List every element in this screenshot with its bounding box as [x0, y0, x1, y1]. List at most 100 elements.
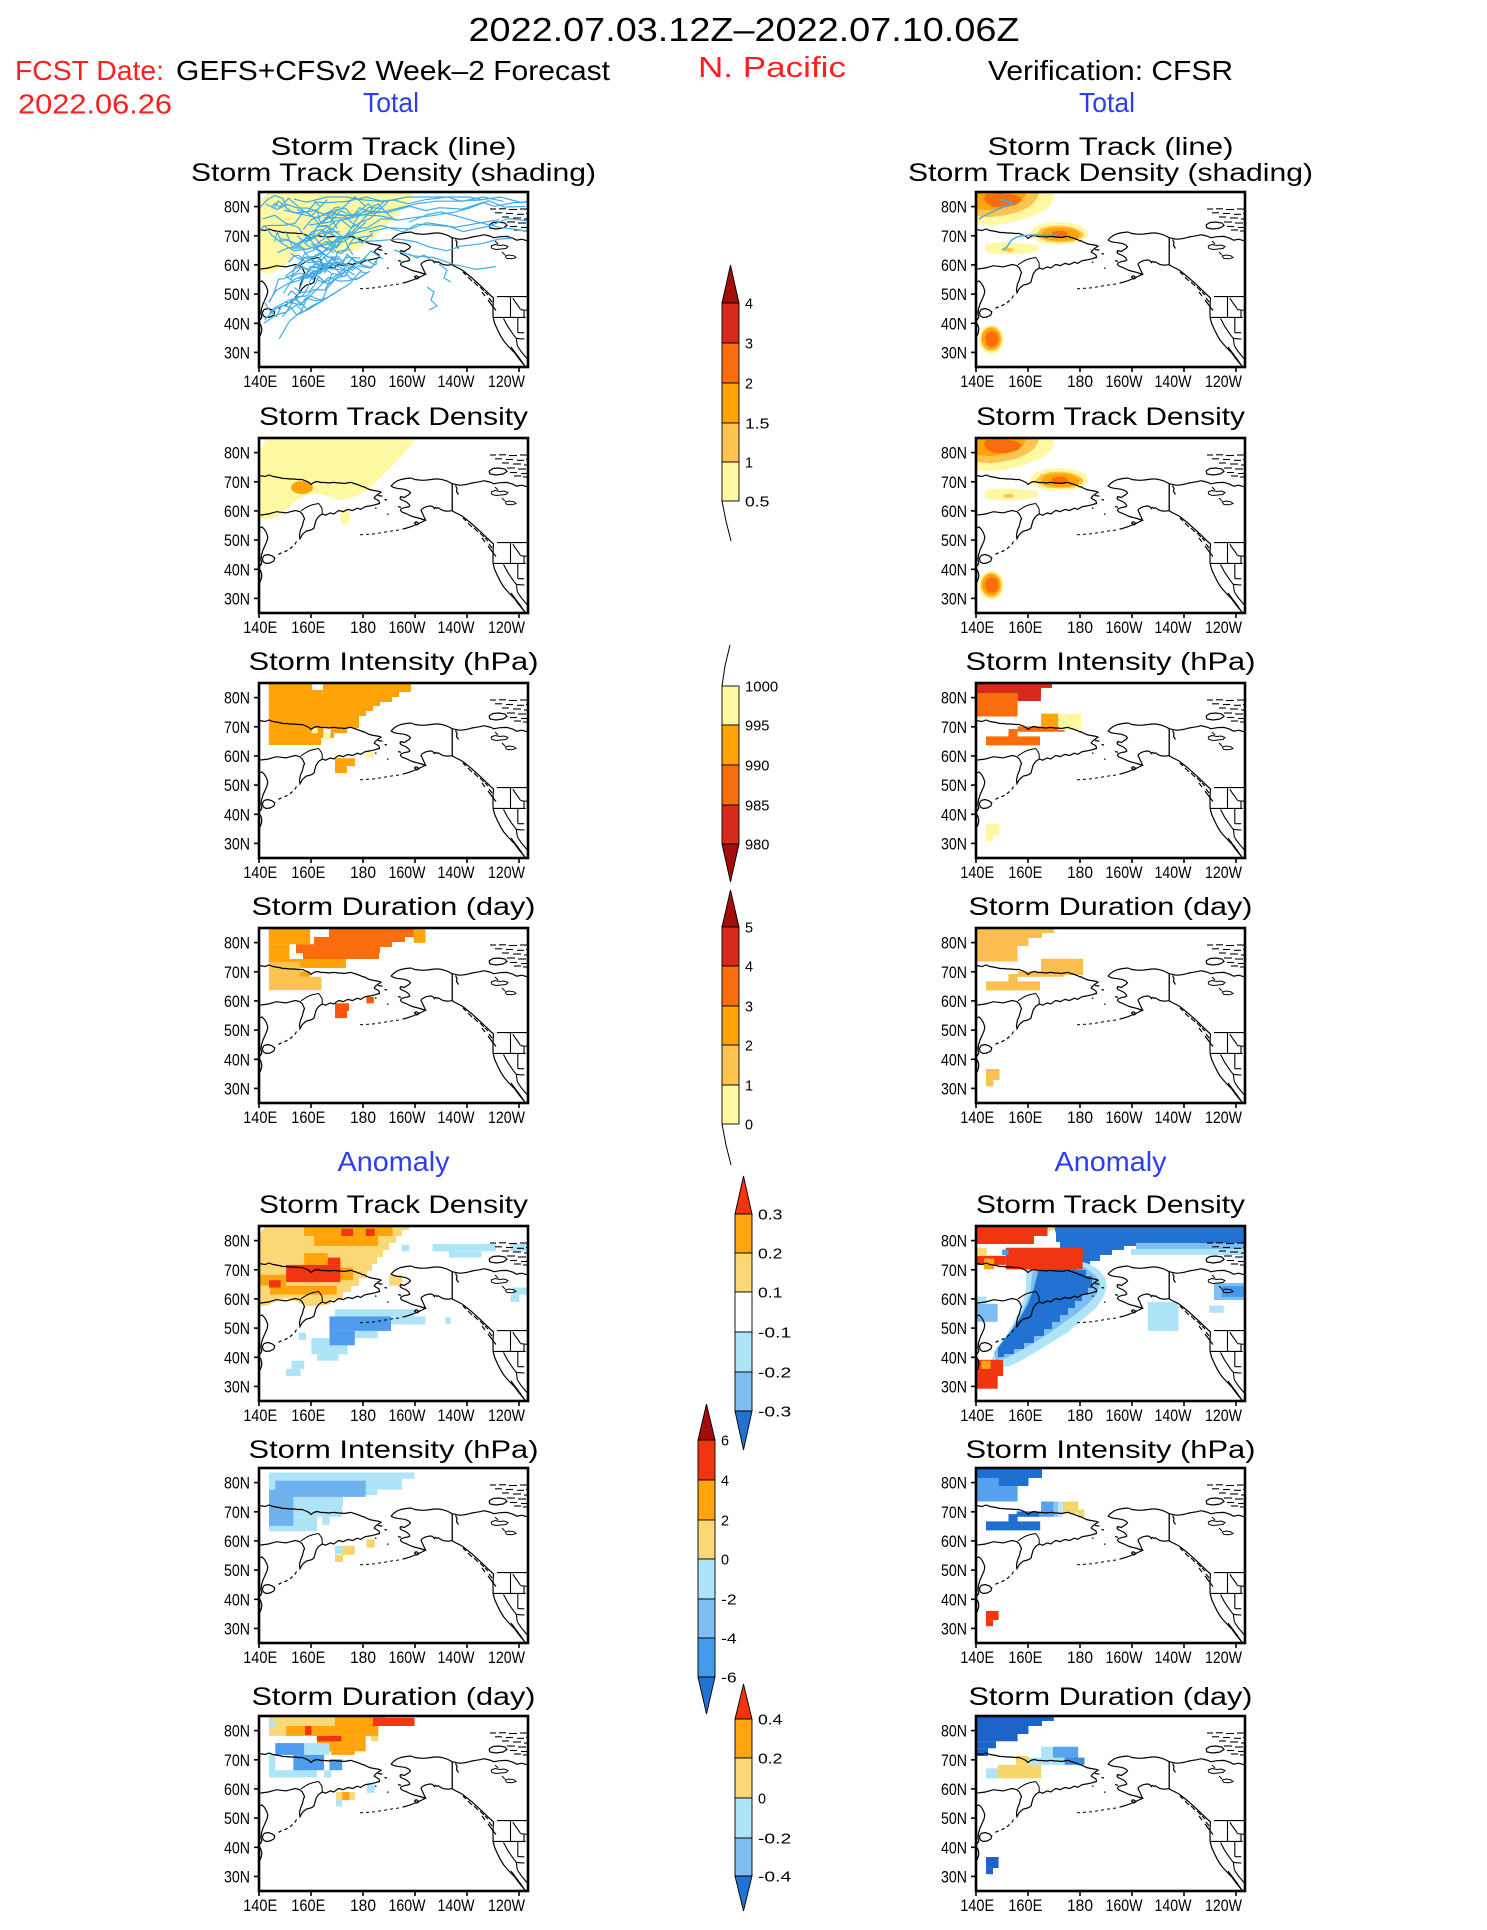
svg-text:80N: 80N [941, 444, 967, 463]
svg-text:50N: 50N [224, 1809, 250, 1828]
svg-text:160E: 160E [291, 618, 325, 637]
svg-text:40N: 40N [224, 560, 250, 579]
svg-text:140E: 140E [243, 1648, 277, 1667]
svg-text:120W: 120W [1205, 1648, 1242, 1667]
svg-text:Storm Intensity (hPa): Storm Intensity (hPa) [249, 1436, 539, 1464]
svg-text:0.5: 0.5 [745, 494, 769, 511]
svg-text:160W: 160W [1106, 372, 1143, 391]
svg-text:140W: 140W [1155, 1406, 1192, 1425]
svg-text:80N: 80N [224, 934, 250, 953]
svg-text:140W: 140W [1155, 372, 1192, 391]
svg-text:160W: 160W [389, 1896, 426, 1915]
svg-text:3: 3 [745, 999, 753, 1016]
svg-text:70N: 70N [941, 963, 967, 982]
svg-text:80N: 80N [224, 444, 250, 463]
svg-text:50N: 50N [941, 531, 967, 550]
svg-text:-0.3: -0.3 [758, 1404, 791, 1421]
svg-text:140E: 140E [243, 372, 277, 391]
svg-text:0: 0 [758, 1791, 766, 1808]
svg-text:70N: 70N [941, 1503, 967, 1522]
svg-text:30N: 30N [941, 1079, 967, 1098]
svg-text:60N: 60N [941, 1290, 967, 1309]
svg-text:140E: 140E [243, 1896, 277, 1915]
svg-text:0.1: 0.1 [758, 1285, 782, 1302]
svg-text:140W: 140W [438, 618, 475, 637]
svg-text:180: 180 [350, 1648, 376, 1667]
svg-text:140E: 140E [960, 1648, 994, 1667]
svg-text:-6: -6 [721, 1670, 737, 1687]
svg-text:160E: 160E [291, 1896, 325, 1915]
svg-text:70N: 70N [224, 1751, 250, 1770]
svg-text:160W: 160W [389, 1406, 426, 1425]
svg-text:50N: 50N [224, 285, 250, 304]
svg-text:50N: 50N [941, 1561, 967, 1580]
svg-text:Total: Total [1079, 87, 1135, 118]
svg-text:60N: 60N [941, 502, 967, 521]
svg-text:180: 180 [350, 863, 376, 882]
svg-text:Storm Track Density: Storm Track Density [976, 1191, 1246, 1219]
svg-text:Storm Intensity (hPa): Storm Intensity (hPa) [966, 648, 1256, 676]
svg-text:0.2: 0.2 [758, 1246, 782, 1263]
svg-text:180: 180 [1067, 372, 1093, 391]
svg-text:40N: 40N [224, 1050, 250, 1069]
svg-text:40N: 40N [941, 1348, 967, 1367]
svg-text:40N: 40N [224, 1590, 250, 1609]
svg-text:160W: 160W [389, 618, 426, 637]
svg-text:0.4: 0.4 [758, 1712, 782, 1729]
svg-text:2: 2 [721, 1513, 729, 1530]
svg-text:160W: 160W [389, 1108, 426, 1127]
svg-text:4: 4 [745, 959, 753, 976]
svg-text:Anomaly: Anomaly [1055, 1146, 1167, 1177]
svg-text:FCST Date:: FCST Date: [15, 55, 164, 86]
svg-text:5: 5 [745, 920, 753, 937]
svg-text:50N: 50N [224, 1319, 250, 1338]
svg-text:160W: 160W [389, 1648, 426, 1667]
svg-text:Storm Duration (day): Storm Duration (day) [969, 893, 1253, 921]
svg-text:-0.2: -0.2 [758, 1365, 791, 1382]
svg-text:80N: 80N [224, 689, 250, 708]
svg-text:Anomaly: Anomaly [338, 1146, 450, 1177]
svg-text:70N: 70N [941, 227, 967, 246]
svg-text:140W: 140W [438, 1896, 475, 1915]
svg-text:-2: -2 [721, 1592, 737, 1609]
svg-text:30N: 30N [224, 1079, 250, 1098]
svg-text:Storm Intensity (hPa): Storm Intensity (hPa) [249, 648, 539, 676]
svg-text:160E: 160E [1008, 618, 1042, 637]
svg-text:160W: 160W [1106, 1406, 1143, 1425]
svg-text:160E: 160E [291, 372, 325, 391]
svg-text:0.2: 0.2 [758, 1751, 782, 1768]
svg-text:3: 3 [745, 336, 753, 353]
svg-text:180: 180 [350, 1108, 376, 1127]
svg-text:Storm Duration (day): Storm Duration (day) [252, 893, 536, 921]
svg-text:-4: -4 [721, 1631, 737, 1648]
svg-text:60N: 60N [941, 1780, 967, 1799]
svg-text:Storm Track Density (shading): Storm Track Density (shading) [191, 159, 596, 187]
svg-text:N. Pacific: N. Pacific [698, 52, 846, 84]
svg-text:-0.4: -0.4 [758, 1869, 791, 1886]
svg-text:985: 985 [745, 798, 769, 815]
svg-text:Storm Track (line): Storm Track (line) [988, 133, 1234, 161]
svg-text:Storm Track Density (shading): Storm Track Density (shading) [908, 159, 1313, 187]
svg-text:Storm Track Density: Storm Track Density [259, 403, 529, 431]
svg-text:1: 1 [745, 455, 753, 472]
svg-text:140E: 140E [960, 1896, 994, 1915]
svg-text:140E: 140E [960, 618, 994, 637]
svg-text:1.5: 1.5 [745, 416, 769, 433]
svg-text:Storm Track Density: Storm Track Density [976, 403, 1246, 431]
svg-text:80N: 80N [224, 1722, 250, 1741]
svg-text:60N: 60N [224, 1532, 250, 1551]
svg-text:160E: 160E [1008, 372, 1042, 391]
svg-text:60N: 60N [941, 747, 967, 766]
svg-text:80N: 80N [941, 198, 967, 217]
svg-text:2022.06.26: 2022.06.26 [18, 89, 172, 120]
svg-text:1: 1 [745, 1078, 753, 1095]
svg-text:80N: 80N [224, 198, 250, 217]
svg-text:80N: 80N [224, 1474, 250, 1493]
svg-text:140W: 140W [1155, 618, 1192, 637]
svg-text:30N: 30N [941, 834, 967, 853]
svg-text:140W: 140W [1155, 1896, 1192, 1915]
svg-text:60N: 60N [941, 1532, 967, 1551]
svg-text:990: 990 [745, 758, 769, 775]
svg-text:180: 180 [350, 1896, 376, 1915]
svg-text:180: 180 [1067, 1406, 1093, 1425]
